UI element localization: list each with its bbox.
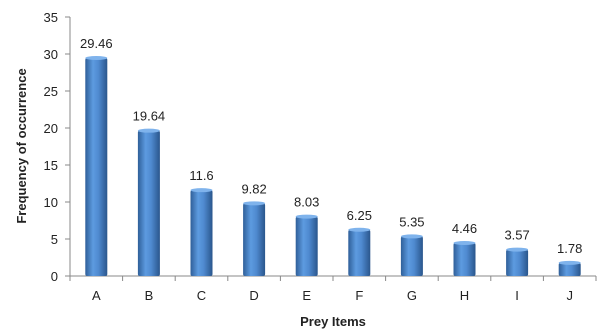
y-tick-label: 5 <box>51 232 58 247</box>
data-label-h: 4.46 <box>452 221 477 236</box>
bar-g <box>400 236 423 276</box>
data-label-b: 19.64 <box>133 109 166 124</box>
bar-j <box>558 262 581 276</box>
x-tick-label-i: I <box>515 288 519 303</box>
bar-e <box>295 216 318 276</box>
data-label-a: 29.46 <box>80 36 113 51</box>
data-label-i: 3.57 <box>504 228 529 243</box>
data-label-g: 5.35 <box>399 214 424 229</box>
bar-top-b <box>137 128 160 133</box>
y-axis: 0 5 10 15 20 25 30 35 <box>44 10 71 284</box>
bar-a <box>85 57 108 276</box>
data-label-f: 6.25 <box>347 208 372 223</box>
x-tick-label-f: F <box>355 288 363 303</box>
bar-d <box>243 203 266 276</box>
y-tick-label: 35 <box>44 10 58 25</box>
x-tick-label-b: B <box>145 288 154 303</box>
y-axis-title: Frequency of occurrence <box>14 68 29 223</box>
bar-top-i <box>506 247 529 252</box>
bar-top-g <box>400 234 423 239</box>
bar-top-h <box>453 240 476 245</box>
bar-top-j <box>558 260 581 265</box>
x-tick-label-d: D <box>249 288 258 303</box>
y-tick-label: 15 <box>44 158 58 173</box>
bar-top-f <box>348 227 371 232</box>
bar-b <box>137 130 160 276</box>
data-labels: 29.46 19.64 11.6 9.82 8.03 6.25 5.35 4.46 3.57 1.… <box>80 36 582 256</box>
y-tick-label: 25 <box>44 84 58 99</box>
bar-top-a <box>85 55 108 60</box>
data-label-d: 9.82 <box>241 181 266 196</box>
y-tick-label: 0 <box>51 269 58 284</box>
bar-top-c <box>190 188 213 193</box>
bars <box>85 55 581 276</box>
x-tick-label-c: C <box>197 288 206 303</box>
x-axis-title: Prey Items <box>300 314 366 329</box>
x-axis: A B C D E F G H I J <box>69 275 597 303</box>
bar-top-d <box>243 201 266 206</box>
data-label-e: 8.03 <box>294 195 319 210</box>
x-tick-label-e: E <box>302 288 311 303</box>
data-label-j: 1.78 <box>557 241 582 256</box>
x-tick-label-h: H <box>460 288 469 303</box>
data-label-c: 11.6 <box>189 168 213 183</box>
bar-f <box>348 229 371 276</box>
y-tick-label: 30 <box>44 47 58 62</box>
x-tick-label-j: J <box>566 288 573 303</box>
bar-i <box>506 249 529 276</box>
x-tick-label-a: A <box>92 288 101 303</box>
bar-top-e <box>295 214 318 219</box>
y-tick-label: 10 <box>44 195 58 210</box>
bar-c <box>190 190 213 276</box>
bar-h <box>453 242 476 276</box>
x-tick-label-g: G <box>407 288 417 303</box>
y-tick-label: 20 <box>44 121 58 136</box>
